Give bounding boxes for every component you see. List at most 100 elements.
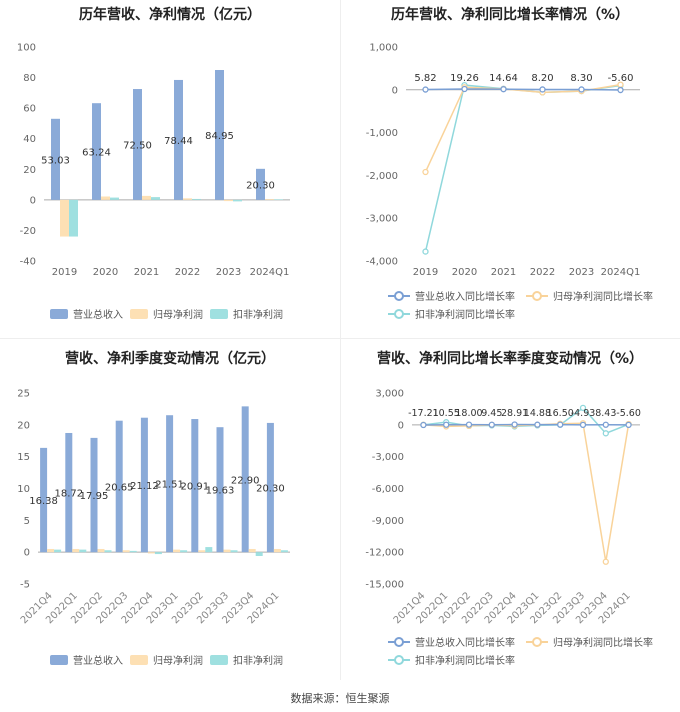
y-tick-label: -2,000 <box>366 171 398 182</box>
y-tick-label: -40 <box>20 257 36 268</box>
data-point <box>579 404 587 412</box>
bar-parent-profit <box>273 548 281 553</box>
y-tick-label: -20 <box>20 226 36 237</box>
legend-swatch-parent-growth <box>526 636 548 647</box>
bar-deducted-profit <box>104 550 112 553</box>
bar-deducted-profit <box>154 552 162 555</box>
y-tick-label: 25 <box>17 389 30 400</box>
legend-label: 扣非净利润同比增长率 <box>415 310 515 321</box>
data-point <box>579 421 587 429</box>
data-label: 14.64 <box>489 73 518 84</box>
y-tick-label: -9,000 <box>372 516 404 527</box>
data-label: 19.26 <box>450 73 479 84</box>
x-tick-label: 2024Q1 <box>250 267 290 278</box>
y-tick-label: 20 <box>23 165 36 176</box>
legend-swatch-revenue <box>50 654 68 665</box>
data-label: 21.12 <box>130 481 159 492</box>
chart-legend: 营业总收入同比增长率 归母净利润同比增长率 扣非净利润同比增长率 <box>340 288 680 328</box>
y-tick-label: -12,000 <box>365 548 404 559</box>
bar-deducted-profit <box>274 199 283 200</box>
y-tick-label: -3,000 <box>366 214 398 225</box>
data-label: 8.20 <box>531 73 553 84</box>
data-label: 78.44 <box>164 136 193 147</box>
series-line <box>423 422 630 562</box>
legend-item-parent-profit[interactable]: 归母净利润 <box>130 652 203 667</box>
data-label: 17.95 <box>80 491 109 502</box>
bar-revenue <box>115 420 123 553</box>
legend-label: 扣非净利润同比增长率 <box>415 656 515 667</box>
bar-parent-profit <box>265 199 274 200</box>
x-tick-label: 2023 <box>569 267 594 278</box>
legend-item-deducted-profit[interactable]: 扣非净利润 <box>210 306 283 321</box>
legend-item-parent-growth[interactable]: 归母净利润同比增长率 <box>526 288 653 303</box>
y-tick-label: 1,000 <box>369 43 398 54</box>
y-tick-label: -15,000 <box>365 580 404 591</box>
x-tick-label: 2021 <box>491 267 516 278</box>
y-tick-label: -6,000 <box>372 484 404 495</box>
data-point <box>602 430 609 437</box>
x-tick-label: 2020 <box>452 267 477 278</box>
bar-revenue <box>256 168 265 200</box>
legend-item-revenue[interactable]: 营业总收入 <box>50 306 123 321</box>
data-label: 9.45 <box>481 408 502 419</box>
annual-revenue-profit-panel: 历年营收、净利情况（亿元） -40 -20 0 20 40 60 80 100 53.03 201… <box>0 0 340 338</box>
x-tick-label: 2020 <box>93 267 118 278</box>
y-tick-label: -3,000 <box>372 452 404 463</box>
annual-growth-panel: 历年营收、净利同比增长率情况（%） -4,000 -3,000 -2,000 -1,0… <box>340 0 680 338</box>
bar-revenue <box>51 118 60 200</box>
bar-parent-profit <box>101 196 110 200</box>
data-label: 20.65 <box>105 482 134 493</box>
bar-parent-profit <box>223 549 231 553</box>
legend-item-revenue-growth[interactable]: 营业总收入同比增长率 <box>388 634 515 649</box>
legend-item-revenue-growth[interactable]: 营业总收入同比增长率 <box>388 288 515 303</box>
legend-item-revenue[interactable]: 营业总收入 <box>50 652 123 667</box>
x-tick-label: 2019 <box>413 267 438 278</box>
bar-deducted-profit <box>192 198 201 200</box>
series-line <box>425 88 621 91</box>
bar-parent-profit <box>198 550 206 553</box>
legend-swatch-deducted-growth <box>388 308 410 319</box>
bar-revenue <box>191 419 199 553</box>
data-point <box>511 421 518 428</box>
bar-deducted-profit <box>110 197 119 200</box>
legend-swatch-deducted-profit <box>210 308 228 319</box>
legend-item-deducted-growth[interactable]: 扣非净利润同比增长率 <box>388 652 515 667</box>
data-label: 53.03 <box>41 155 70 166</box>
bar-revenue <box>241 406 249 553</box>
bar-revenue <box>90 437 98 553</box>
quarterly-growth-chart: -15,000 -12,000 -9,000 -6,000 -3,000 0 3,000 -1… <box>365 389 641 627</box>
data-label: 21.51 <box>155 480 184 491</box>
data-label: 22.90 <box>231 475 260 486</box>
y-tick-label: 10 <box>17 484 30 495</box>
data-label: 28.91 <box>501 408 528 419</box>
y-tick-label: 0 <box>398 420 404 431</box>
data-point <box>500 86 507 93</box>
bar-deducted-profit <box>233 199 242 202</box>
legend-item-deducted-profit[interactable]: 扣非净利润 <box>210 652 283 667</box>
bar-deducted-profit <box>79 549 87 553</box>
legend-label: 归母净利润同比增长率 <box>553 292 653 303</box>
bar-parent-profit <box>60 199 69 237</box>
data-label: 18.72 <box>54 489 83 500</box>
bar-parent-profit <box>147 552 155 554</box>
quarterly-revenue-profit-panel: 营收、净利季度变动情况（亿元） -5 0 5 10 15 20 25 16.38 2021Q4 1… <box>0 338 340 680</box>
legend-item-deducted-growth[interactable]: 扣非净利润同比增长率 <box>388 306 515 321</box>
legend-swatch-parent-growth <box>526 290 548 301</box>
chart-legend: 营业总收入同比增长率 归母净利润同比增长率 扣非净利润同比增长率 <box>340 634 680 674</box>
bar-parent-profit <box>122 550 130 553</box>
bar-revenue <box>65 432 73 553</box>
chart-title: 历年营收、净利同比增长率情况（%） <box>390 7 630 23</box>
legend-item-parent-profit[interactable]: 归母净利润 <box>130 306 203 321</box>
legend-item-parent-growth[interactable]: 归母净利润同比增长率 <box>526 634 653 649</box>
legend-label: 营业总收入 <box>73 310 123 321</box>
data-label: 20.30 <box>256 484 285 495</box>
data-label: 10.55 <box>433 408 460 419</box>
bar-deducted-profit <box>280 550 288 553</box>
data-label: 20.30 <box>246 180 275 191</box>
legend-swatch-revenue-growth <box>388 290 410 301</box>
bar-revenue <box>133 89 142 200</box>
legend-label: 营业总收入同比增长率 <box>415 638 515 649</box>
annual-growth-chart: -4,000 -3,000 -2,000 -1,000 0 1,000 5.82 2019 19… <box>366 43 641 279</box>
legend-swatch-parent-profit <box>130 308 148 319</box>
y-tick-label: 60 <box>23 104 36 115</box>
